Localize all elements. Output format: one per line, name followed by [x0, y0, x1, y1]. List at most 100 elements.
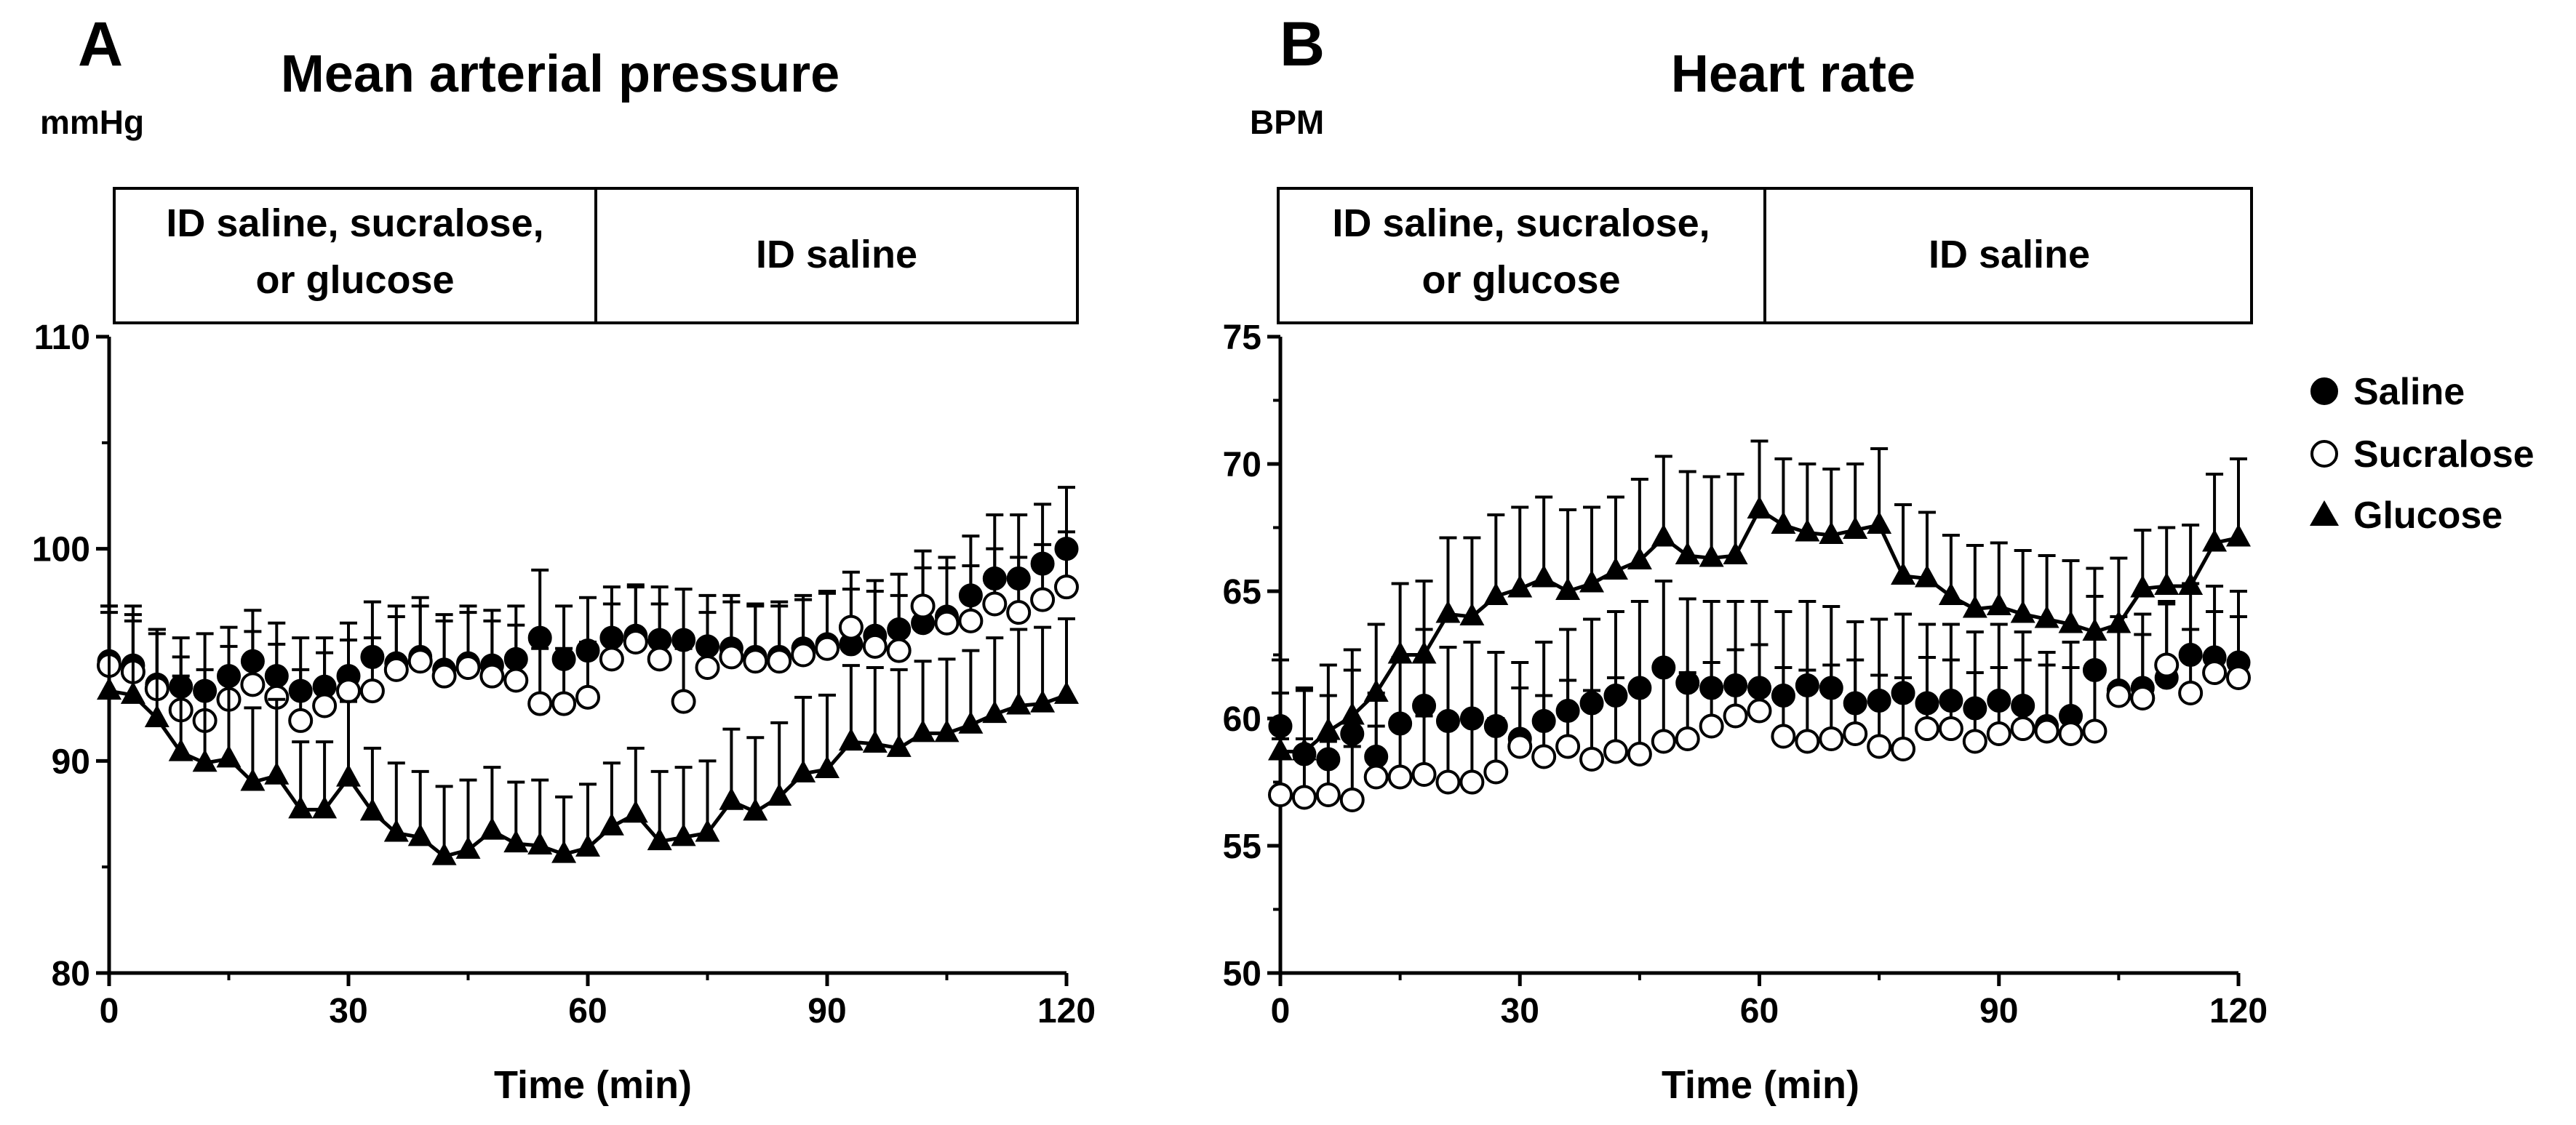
- data-point: [1843, 516, 1868, 539]
- data-point: [862, 730, 888, 753]
- data-point: [1006, 692, 1032, 715]
- x-tick-label: 30: [329, 992, 367, 1030]
- legend-item-glucose: Glucose: [2310, 495, 2503, 537]
- data-point: [1675, 726, 1700, 751]
- data-point: [1747, 496, 1772, 519]
- data-point: [2058, 610, 2083, 633]
- phase-box-treatment: [1277, 187, 1766, 324]
- data-point: [1006, 600, 1032, 625]
- data-point: [1030, 689, 1056, 713]
- data-point: [168, 738, 194, 761]
- data-point: [1435, 600, 1461, 623]
- data-point: [1699, 713, 1724, 739]
- data-point: [431, 663, 457, 689]
- x-tick-label: 0: [100, 992, 119, 1030]
- data-point: [743, 649, 768, 674]
- series-glucose: [97, 604, 1079, 865]
- data-point: [2082, 718, 2108, 744]
- chart-title: Heart rate: [1671, 45, 1915, 103]
- data-point: [1723, 542, 1748, 564]
- data-point: [767, 649, 792, 674]
- x-tick-label: 60: [568, 992, 607, 1030]
- data-point: [838, 614, 864, 640]
- data-point: [1387, 764, 1413, 790]
- data-point: [910, 719, 936, 742]
- data-point: [551, 691, 577, 716]
- y-tick-label: 65: [1223, 573, 1261, 612]
- chart-title: Mean arterial pressure: [281, 45, 840, 103]
- data-point: [599, 812, 624, 836]
- data-point: [1531, 564, 1557, 588]
- data-point: [1268, 782, 1293, 807]
- data-point: [1507, 574, 1533, 598]
- phase-box-saline: [594, 187, 1079, 324]
- data-point: [336, 764, 361, 787]
- data-point: [97, 677, 121, 700]
- data-point: [1363, 764, 1389, 790]
- data-point: [359, 678, 385, 704]
- legend-label: Sucralose: [2353, 433, 2535, 476]
- legend-marker-filled-triangle: [2310, 500, 2339, 526]
- data-point: [264, 761, 290, 785]
- data-point: [934, 719, 960, 742]
- data-point: [2202, 660, 2228, 685]
- data-point: [1938, 716, 1963, 741]
- data-point: [1268, 737, 1293, 761]
- legend-item-saline: Saline: [2310, 371, 2465, 413]
- y-tick-label: 80: [52, 955, 90, 993]
- legend-marker-filled-circle: [2310, 377, 2338, 405]
- data-point: [2106, 683, 2132, 708]
- data-point: [407, 823, 433, 846]
- data-point: [407, 649, 433, 674]
- data-point: [575, 684, 600, 710]
- data-point: [575, 833, 600, 857]
- data-point: [791, 642, 816, 668]
- data-point: [1315, 717, 1341, 740]
- data-point: [2058, 721, 2083, 746]
- data-point: [1914, 716, 1939, 741]
- data-point: [1340, 721, 1365, 746]
- data-point: [838, 728, 864, 751]
- y-tick-label: 70: [1223, 446, 1261, 484]
- data-point: [1579, 747, 1605, 772]
- data-point: [216, 745, 242, 768]
- data-point: [527, 832, 553, 854]
- data-point: [1531, 744, 1557, 769]
- data-point: [503, 830, 529, 853]
- legend-label: Glucose: [2353, 495, 2503, 537]
- data-point: [2154, 572, 2180, 595]
- data-point: [1030, 587, 1056, 612]
- data-point: [671, 823, 696, 846]
- data-point: [1891, 737, 1916, 761]
- data-point: [1914, 564, 1939, 588]
- data-point: [599, 646, 624, 672]
- data-point: [767, 782, 792, 806]
- data-point: [671, 689, 696, 714]
- data-point: [144, 705, 170, 727]
- data-point: [2106, 610, 2132, 633]
- data-point: [527, 625, 552, 650]
- data-point: [2178, 572, 2204, 595]
- data-point: [1579, 569, 1605, 593]
- y-tick-label: 50: [1223, 955, 1261, 993]
- data-point: [1843, 721, 1868, 746]
- x-tick-label: 90: [808, 992, 846, 1030]
- data-point: [1483, 582, 1509, 605]
- data-point: [2202, 529, 2228, 552]
- data-point: [791, 759, 816, 782]
- data-point: [1412, 694, 1437, 718]
- data-point: [886, 638, 912, 663]
- phase-label-saline: ID saline: [1929, 233, 2090, 276]
- x-tick-label: 30: [1501, 992, 1539, 1030]
- data-point: [1627, 742, 1652, 766]
- data-point: [623, 800, 648, 823]
- data-point: [312, 796, 338, 819]
- data-point: [815, 756, 840, 778]
- data-point: [120, 681, 145, 704]
- data-point: [240, 768, 266, 791]
- data-point: [1459, 769, 1485, 795]
- data-point: [1699, 544, 1724, 567]
- data-point: [359, 798, 385, 821]
- x-tick-label: 0: [1271, 992, 1291, 1030]
